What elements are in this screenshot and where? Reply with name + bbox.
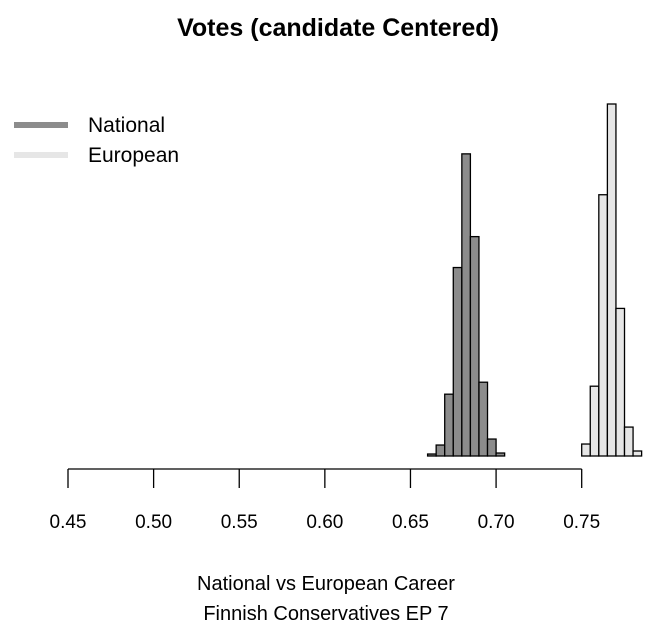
histogram-bar-national-10: [495, 452, 506, 457]
histogram-bar-national-3: [435, 444, 446, 457]
histogram-bar-european-6: [615, 307, 626, 457]
histogram-bar-european-4: [598, 194, 609, 457]
x-tick-label-4: 0.65: [392, 512, 429, 533]
x-tick-label-0: 0.45: [50, 512, 87, 533]
x-axis: 0.45 0.50 0.55 0.60 0.65 0.70 0.75: [50, 468, 600, 533]
histogram-bar-national-8: [478, 381, 489, 457]
histogram-bar-european-2: [581, 443, 591, 457]
histogram-bar-european-5: [606, 103, 617, 457]
histogram-bar-national-6: [461, 153, 472, 457]
legend: National European: [14, 114, 179, 167]
legend-label-national: National: [88, 114, 165, 137]
histogram-bar-national-9: [486, 438, 497, 457]
histogram-bar-national-5: [452, 266, 463, 457]
x-tick-label-2: 0.55: [221, 512, 258, 533]
histogram-bar-national-4: [444, 393, 454, 457]
histogram-bar-national-7: [469, 235, 480, 457]
x-axis-label-line-2: Finnish Conservatives EP 7: [203, 603, 448, 625]
histogram-bar-european-7: [623, 426, 634, 457]
x-tick-label-1: 0.50: [135, 512, 172, 533]
x-tick-label-6: 0.75: [563, 512, 600, 533]
legend-label-european: European: [88, 144, 179, 167]
histogram-bar-european-8: [632, 450, 643, 457]
histogram-bar-european-3: [589, 385, 600, 457]
histogram-bars: [426, 103, 643, 457]
chart-title: Votes (candidate Centered): [177, 14, 499, 42]
x-axis-label-line-1: National vs European Career: [197, 573, 455, 595]
x-tick-label-5: 0.70: [478, 512, 515, 533]
x-tick-label-3: 0.60: [306, 512, 343, 533]
histogram-bar-national-2: [426, 453, 437, 457]
